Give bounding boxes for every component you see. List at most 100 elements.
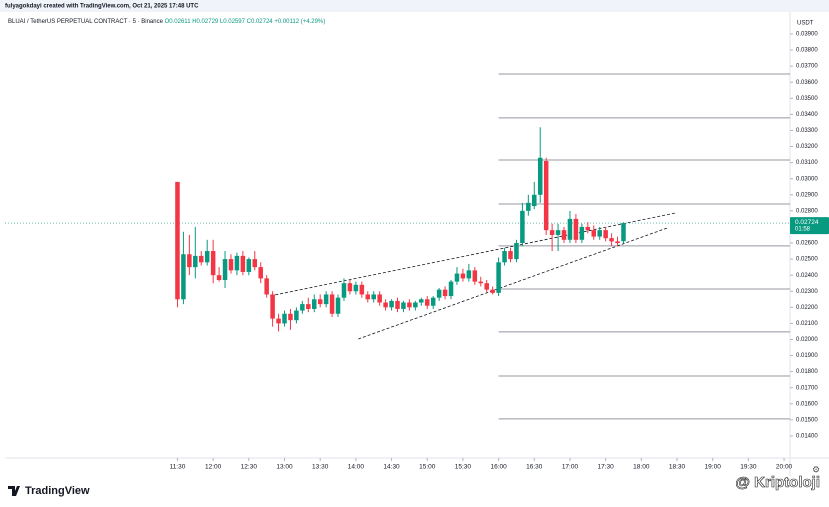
candle-body <box>579 226 585 240</box>
x-tick-label: 17:00 <box>562 464 579 471</box>
candle-body <box>198 255 204 263</box>
ohlc-low: L0.02597 <box>220 19 246 25</box>
candle-body <box>395 300 400 309</box>
y-tick-label: 0.02800 <box>796 208 818 214</box>
candle-body <box>181 254 186 300</box>
candle-body <box>597 230 602 237</box>
candle-body <box>478 281 484 284</box>
candle-body <box>282 313 287 324</box>
candle-body <box>276 318 281 324</box>
candle-body <box>371 294 376 300</box>
y-tick-label: 0.03900 <box>796 32 818 38</box>
candle-body <box>496 262 501 293</box>
y-tick-label: 0.03700 <box>796 64 818 70</box>
candle-body <box>621 223 626 242</box>
candle-body <box>365 294 371 300</box>
candle-body <box>520 210 525 244</box>
candle-body <box>514 243 519 260</box>
x-tick-label: 16:00 <box>490 464 507 471</box>
x-tick-label: 13:00 <box>276 464 293 471</box>
candle-body <box>407 302 412 308</box>
x-tick-label: 14:00 <box>348 464 365 471</box>
y-tick-label: 0.03600 <box>796 80 818 86</box>
y-tick-label: 0.02400 <box>796 273 818 279</box>
x-tick-label: 13:30 <box>312 464 329 471</box>
candle-body <box>419 299 424 303</box>
trendline <box>270 212 676 297</box>
settings-icon[interactable]: ⚙ <box>812 464 820 474</box>
x-tick-label: 15:00 <box>419 464 436 471</box>
currency: USDT <box>797 21 814 27</box>
candle-body <box>258 267 263 279</box>
candle-body <box>413 302 418 308</box>
candle-body <box>561 230 567 240</box>
y-tick-label: 0.01400 <box>796 434 818 440</box>
candle-body <box>502 251 507 263</box>
candle-body <box>490 289 495 293</box>
logo-text: TradingView <box>25 485 90 497</box>
y-tick-label: 0.03800 <box>796 48 818 54</box>
candle-body <box>383 302 388 308</box>
price-label-box <box>790 217 829 235</box>
y-tick-label: 0.01500 <box>796 417 818 423</box>
candle-body <box>193 255 198 268</box>
y-tick-label: 0.01900 <box>796 353 818 359</box>
candle-body <box>353 284 359 292</box>
x-tick-label: 14:30 <box>383 464 400 471</box>
candle-body <box>466 270 472 279</box>
candle-body <box>204 251 210 263</box>
candle-body <box>472 270 478 282</box>
candle-body <box>252 259 258 268</box>
candle-body <box>294 310 299 321</box>
candle-body <box>323 294 329 305</box>
candle-body <box>222 259 228 280</box>
y-tick-label: 0.02100 <box>796 321 818 327</box>
candle-body <box>288 313 293 321</box>
candle-body <box>401 302 406 309</box>
credit: fulyagokdayi created with TradingView.co… <box>5 4 199 10</box>
x-tick-label: 18:30 <box>669 464 686 471</box>
candle-body <box>543 161 549 231</box>
candle-body <box>537 157 543 195</box>
candle-body <box>508 251 513 260</box>
candle-body <box>187 254 192 268</box>
candle-body <box>448 281 454 297</box>
candle-body <box>246 259 252 272</box>
x-tick-label: 12:30 <box>241 464 258 471</box>
candle-body <box>341 283 347 298</box>
candle-body <box>377 294 382 303</box>
x-tick-label: 20:00 <box>776 464 793 471</box>
candle-body <box>555 230 561 235</box>
candle-body <box>609 238 614 242</box>
x-tick-label: 19:00 <box>705 464 722 471</box>
candle-body <box>228 259 234 271</box>
x-tick-label: 12:00 <box>205 464 222 471</box>
candle-body <box>526 202 531 211</box>
watermark: @ Kriptoloji <box>735 474 820 491</box>
x-tick-label: 18:00 <box>633 464 650 471</box>
candle-body <box>454 273 460 282</box>
candle-body <box>615 241 620 244</box>
ohlc-high: H0.02729 <box>192 19 219 25</box>
y-tick-label: 0.01600 <box>796 401 818 407</box>
ohlc-open: O0.02611 <box>165 19 192 25</box>
candle-body <box>329 294 335 314</box>
candle-body <box>311 299 317 309</box>
candle-body <box>335 297 341 314</box>
candle-body <box>460 273 466 279</box>
y-tick-label: 0.03300 <box>796 128 818 134</box>
y-tick-label: 0.02300 <box>796 289 818 295</box>
candle-body <box>442 289 448 297</box>
y-tick-label: 0.03200 <box>796 144 818 150</box>
candle-body <box>424 299 430 306</box>
candle-body <box>484 283 489 290</box>
x-tick-label: 16:30 <box>526 464 543 471</box>
candle-body <box>359 284 365 295</box>
candle-body <box>567 218 573 240</box>
y-tick-label: 0.02200 <box>796 305 818 311</box>
y-tick-label: 0.03100 <box>796 160 818 166</box>
y-tick-label: 0.03500 <box>796 96 818 102</box>
candle-body <box>436 289 442 298</box>
candle-body <box>585 226 591 231</box>
